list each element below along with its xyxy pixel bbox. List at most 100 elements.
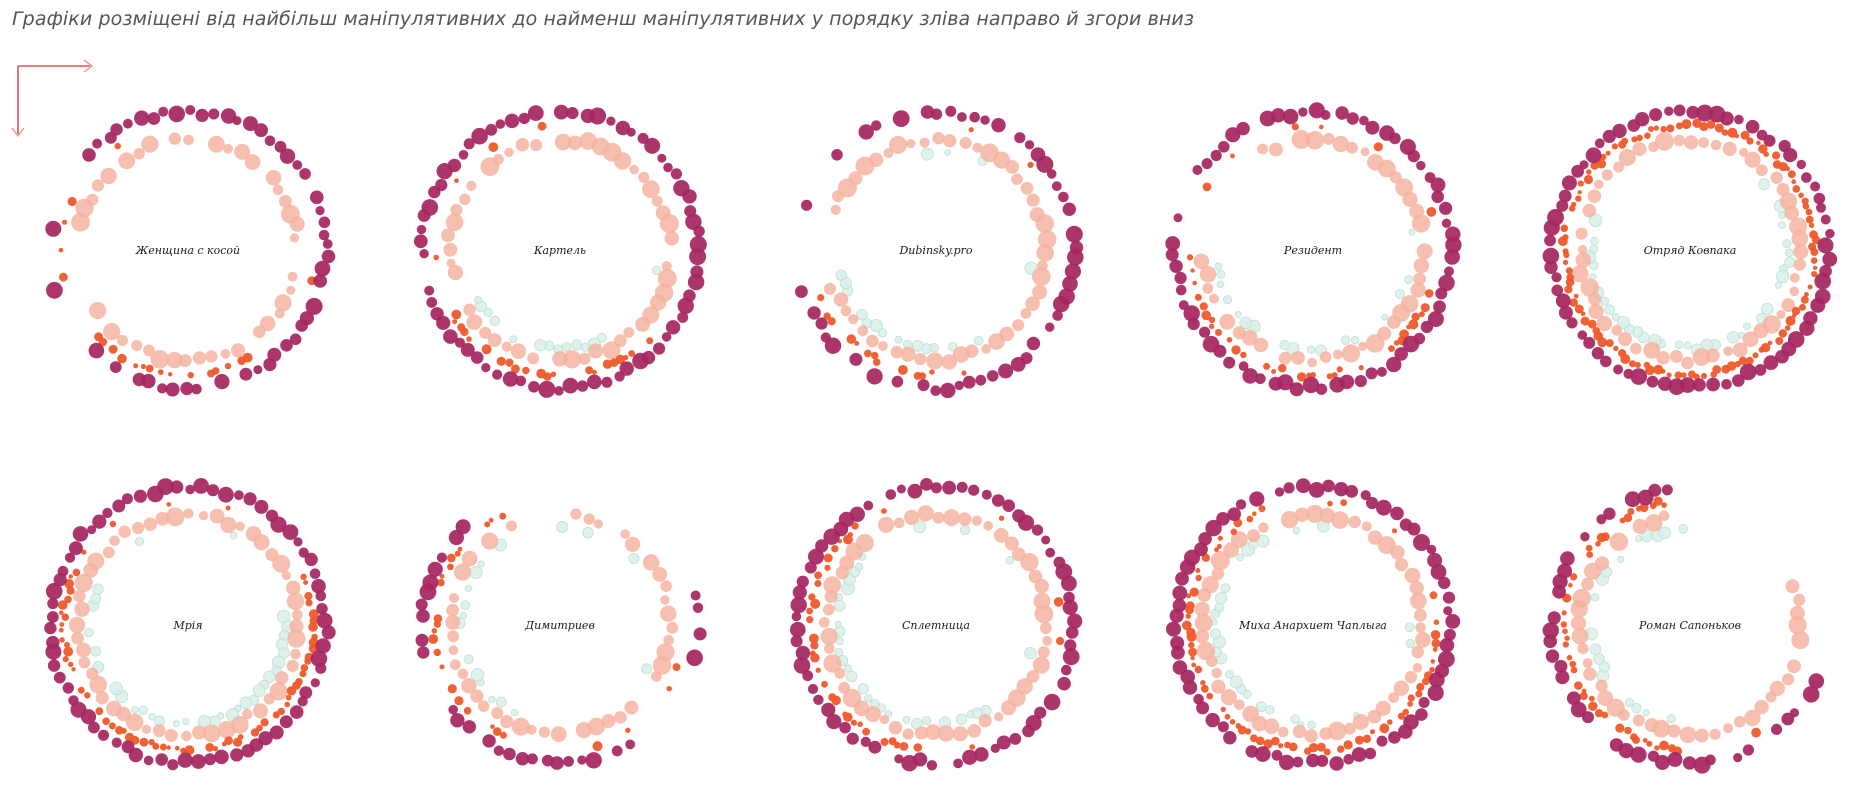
- middle-ring-dot: [1580, 316, 1590, 326]
- outer-ring-dot: [195, 108, 209, 122]
- middle-ring-dot: [1201, 553, 1211, 562]
- middle-ring-dot: [857, 721, 863, 727]
- inner-ring-dot: [638, 171, 650, 183]
- outer-ring-dot: [998, 363, 1014, 379]
- inner-ring-dot: [1220, 689, 1237, 706]
- outer-ring-dot: [157, 383, 168, 394]
- middle-ring-dot: [1601, 711, 1609, 719]
- core-ring-dot: [628, 552, 640, 565]
- core-ring-dot: [1642, 709, 1650, 717]
- inner-ring-dot: [1026, 193, 1040, 207]
- middle-ring-dot: [224, 736, 233, 745]
- outer-ring-dot: [1175, 284, 1187, 296]
- middle-ring-dot: [1810, 248, 1819, 256]
- middle-ring-dot: [881, 508, 887, 514]
- core-ring-dot: [109, 681, 123, 696]
- middle-ring-dot: [1284, 741, 1291, 749]
- outer-ring-dot: [1646, 375, 1659, 388]
- outer-ring-dot: [1335, 106, 1349, 120]
- outer-ring-dot: [45, 582, 63, 600]
- outer-ring-dot: [1580, 532, 1590, 542]
- core-ring-dot: [922, 715, 932, 726]
- inner-ring-dot: [1199, 265, 1217, 283]
- outer-ring-dot: [430, 307, 444, 321]
- inner-ring-dot: [150, 350, 169, 369]
- middle-ring-dot: [1402, 708, 1409, 716]
- inner-ring-dot: [925, 724, 942, 740]
- core-ring-dot: [1405, 639, 1416, 649]
- middle-ring-dot: [439, 664, 445, 670]
- outer-ring-dot: [1732, 374, 1745, 387]
- core-ring-dot: [973, 335, 984, 346]
- outer-ring-dot: [316, 612, 333, 629]
- middle-ring-dot: [1634, 362, 1641, 368]
- middle-ring-dot: [1613, 345, 1619, 352]
- inner-ring-dot: [554, 133, 572, 151]
- middle-ring-dot: [1674, 371, 1683, 379]
- outer-ring-dot: [1298, 107, 1308, 117]
- inner-ring-dot: [1394, 558, 1409, 572]
- outer-ring-dot: [1771, 723, 1783, 736]
- middle-ring-dot: [1220, 706, 1226, 713]
- middle-ring-dot: [187, 372, 194, 379]
- outer-ring-dot: [92, 138, 103, 149]
- inner-ring-dot: [1618, 332, 1632, 347]
- inner-ring-dot: [192, 351, 207, 365]
- channel-chart: Резидент: [1165, 102, 1462, 397]
- middle-ring-dot: [862, 727, 870, 736]
- core-ring-dot: [509, 335, 518, 344]
- inner-ring-dot: [152, 724, 166, 738]
- outer-ring-dot: [1067, 248, 1084, 266]
- outer-ring-dot: [92, 514, 107, 529]
- middle-ring-dot: [1643, 361, 1651, 369]
- inner-ring-dot: [287, 271, 298, 282]
- inner-ring-dot: [275, 671, 289, 685]
- core-ring-dot: [1631, 702, 1642, 714]
- middle-ring-dot: [1577, 180, 1584, 187]
- outer-ring-dot: [871, 120, 882, 131]
- middle-ring-dot: [1191, 662, 1197, 668]
- outer-ring-dot: [1041, 535, 1051, 545]
- outer-ring-dot: [495, 119, 506, 129]
- outer-ring-dot: [321, 249, 336, 264]
- outer-ring-dot: [110, 123, 123, 136]
- outer-ring-dot: [315, 590, 327, 602]
- outer-ring-dot: [1661, 484, 1673, 496]
- inner-ring-dot: [1409, 580, 1424, 596]
- outer-ring-dot: [980, 115, 990, 125]
- inner-ring-dot: [1388, 692, 1399, 703]
- middle-ring-dot: [1667, 744, 1677, 753]
- middle-ring-dot: [1700, 373, 1708, 380]
- inner-ring-dot: [1414, 608, 1427, 622]
- channel-label: Картель: [533, 244, 586, 257]
- middle-ring-dot: [1596, 159, 1607, 169]
- inner-ring-dot: [446, 258, 456, 268]
- outer-ring-dot: [1602, 129, 1616, 143]
- middle-ring-dot: [810, 598, 821, 609]
- inner-ring-dot: [1291, 130, 1311, 149]
- middle-ring-dot: [666, 686, 672, 692]
- outer-ring-dot: [632, 352, 649, 370]
- channel-label: Женщина с косой: [135, 244, 240, 257]
- core-ring-dot: [1404, 622, 1415, 633]
- middle-ring-dot: [1566, 273, 1574, 282]
- inner-ring-dot: [263, 693, 276, 705]
- outer-ring-dot: [589, 107, 607, 125]
- middle-ring-dot: [437, 578, 445, 587]
- middle-ring-dot: [961, 370, 967, 376]
- inner-ring-dot: [1304, 729, 1318, 743]
- inner-ring-dot: [192, 725, 207, 740]
- middle-ring-dot: [1419, 311, 1425, 318]
- outer-ring-dot: [1022, 724, 1035, 738]
- inner-ring-dot: [1779, 192, 1798, 210]
- middle-ring-dot: [1758, 144, 1768, 154]
- outer-ring-dot: [310, 650, 328, 667]
- reading-order-arrow-icon: [11, 59, 94, 138]
- outer-ring-dot: [315, 662, 327, 674]
- middle-ring-dot: [1278, 743, 1284, 749]
- middle-ring-dot: [1194, 665, 1203, 674]
- outer-ring-dot: [87, 525, 97, 535]
- inner-ring-dot: [818, 617, 830, 628]
- inner-ring-dot: [1698, 137, 1709, 148]
- outer-ring-dot: [471, 127, 488, 145]
